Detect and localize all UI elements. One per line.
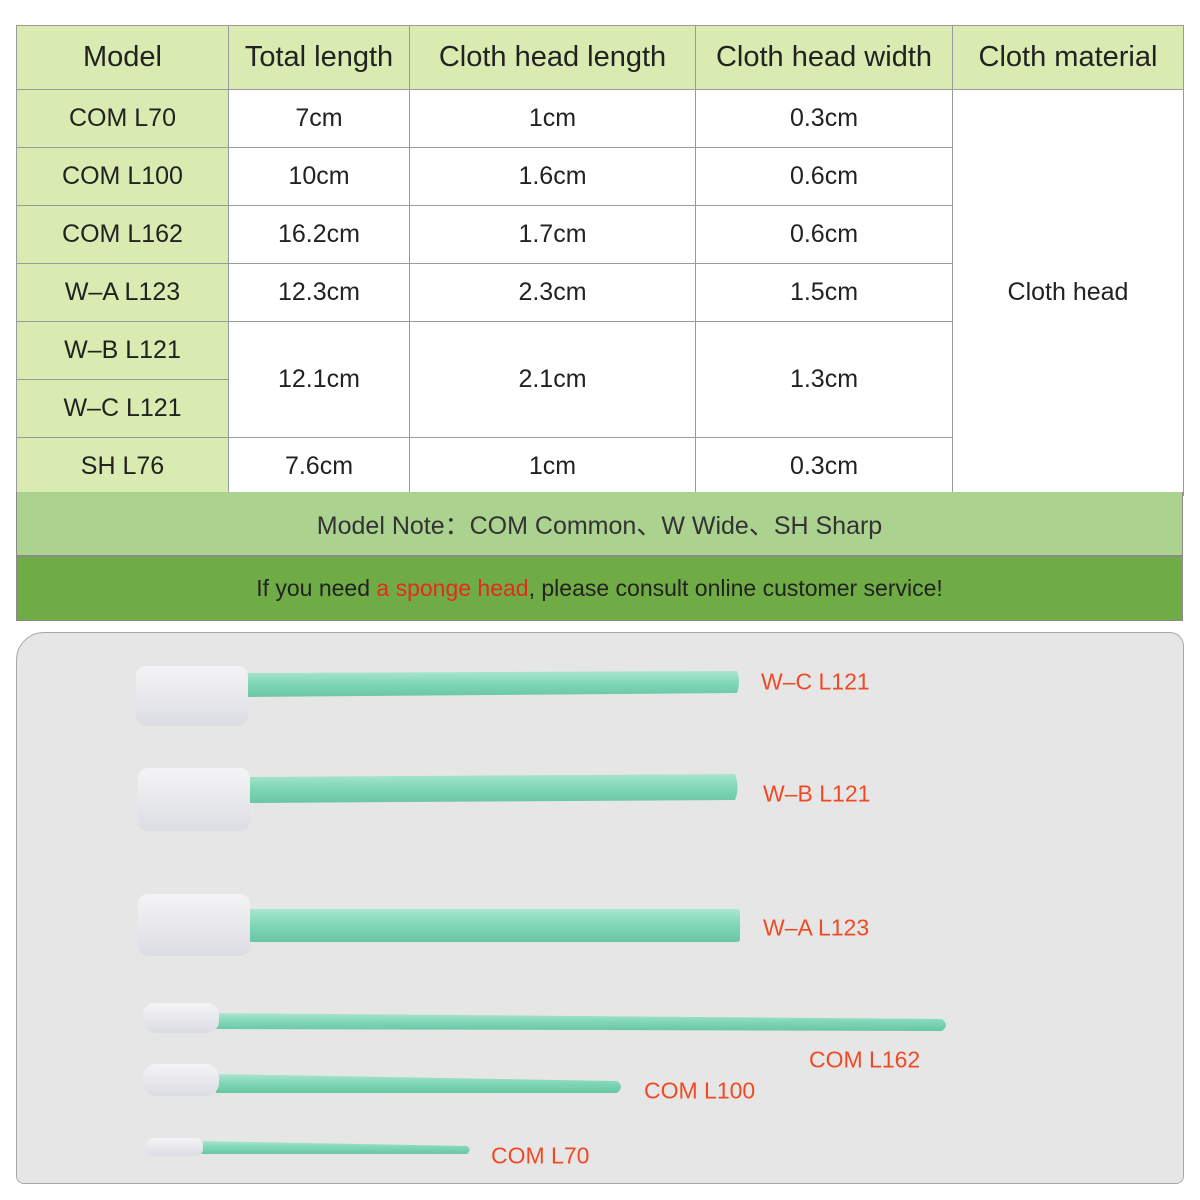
- table-row: COM L162 16.2cm 1.7cm 0.6cm: [16, 205, 1184, 264]
- model-cell: W–B L121: [16, 321, 229, 380]
- material-cell: Cloth head: [952, 89, 1184, 496]
- total-cell: 12.3cm: [228, 263, 410, 322]
- swab-w-b: [138, 768, 738, 831]
- total-cell: 7cm: [228, 89, 410, 148]
- head-width-cell: 0.6cm: [695, 147, 953, 206]
- head-length-cell: 1cm: [409, 437, 696, 496]
- header-total-length: Total length: [228, 25, 410, 90]
- header-head-width: Cloth head width: [695, 25, 953, 90]
- table-row: SH L76 7.6cm 1cm 0.3cm: [16, 437, 1184, 496]
- label-com-l162: COM L162: [809, 1046, 921, 1073]
- model-cell: COM L70: [16, 89, 229, 148]
- model-cell: COM L100: [16, 147, 229, 206]
- model-cell: SH L76: [16, 437, 229, 496]
- consult-highlight: a sponge head: [376, 575, 529, 601]
- consult-banner: If you need a sponge head, please consul…: [16, 556, 1183, 621]
- head-width-cell: 0.6cm: [695, 205, 953, 264]
- head-width-cell: 1.3cm: [695, 321, 953, 438]
- model-cell: COM L162: [16, 205, 229, 264]
- swab-com-l100: [143, 1064, 621, 1096]
- head-length-cell: 1cm: [409, 89, 696, 148]
- table-row: COM L100 10cm 1.6cm 0.6cm: [16, 147, 1184, 206]
- header-head-length: Cloth head length: [409, 25, 696, 90]
- swab-com-l70: [147, 1138, 470, 1156]
- table-row: COM L70 7cm 1cm 0.3cm Cloth head: [16, 89, 1184, 496]
- swab-com-l162: [143, 1003, 946, 1033]
- label-w-c: W–C L121: [761, 668, 870, 695]
- head-width-cell: 0.3cm: [695, 89, 953, 148]
- table-header-row: Model Total length Cloth head length Clo…: [16, 25, 1184, 90]
- swab-photo-panel: W–C L121 W–B L121 W–A L123 COM L162 COM …: [16, 632, 1184, 1184]
- label-com-l70: COM L70: [491, 1142, 590, 1169]
- head-length-cell: 1.7cm: [409, 205, 696, 264]
- consult-text: If you need a sponge head, please consul…: [256, 575, 943, 602]
- label-com-l100: COM L100: [644, 1077, 756, 1104]
- head-length-cell: 2.1cm: [409, 321, 696, 438]
- head-length-cell: 1.6cm: [409, 147, 696, 206]
- total-cell: 16.2cm: [228, 205, 410, 264]
- total-cell: 7.6cm: [228, 437, 410, 496]
- total-cell: 10cm: [228, 147, 410, 206]
- head-width-cell: 1.5cm: [695, 263, 953, 322]
- swab-w-c: [136, 666, 739, 726]
- consult-after: , please consult online customer service…: [528, 575, 943, 601]
- table-row: W–A L123 12.3cm 2.3cm 1.5cm: [16, 263, 1184, 322]
- header-material: Cloth material: [952, 25, 1184, 90]
- header-model: Model: [16, 25, 229, 90]
- head-width-cell: 0.3cm: [695, 437, 953, 496]
- model-cell: W–C L121: [16, 379, 229, 438]
- spec-table: Model Total length Cloth head length Clo…: [16, 25, 1184, 496]
- head-length-cell: 2.3cm: [409, 263, 696, 322]
- total-cell: 12.1cm: [228, 321, 410, 438]
- model-cell: W–A L123: [16, 263, 229, 322]
- consult-before: If you need: [256, 575, 377, 601]
- swab-illustration: [136, 666, 946, 1156]
- model-note: Model Note：COM Common、W Wide、SH Sharp: [16, 492, 1183, 556]
- label-w-a: W–A L123: [763, 914, 870, 941]
- label-w-b: W–B L121: [763, 780, 871, 807]
- swab-w-a: [138, 894, 740, 956]
